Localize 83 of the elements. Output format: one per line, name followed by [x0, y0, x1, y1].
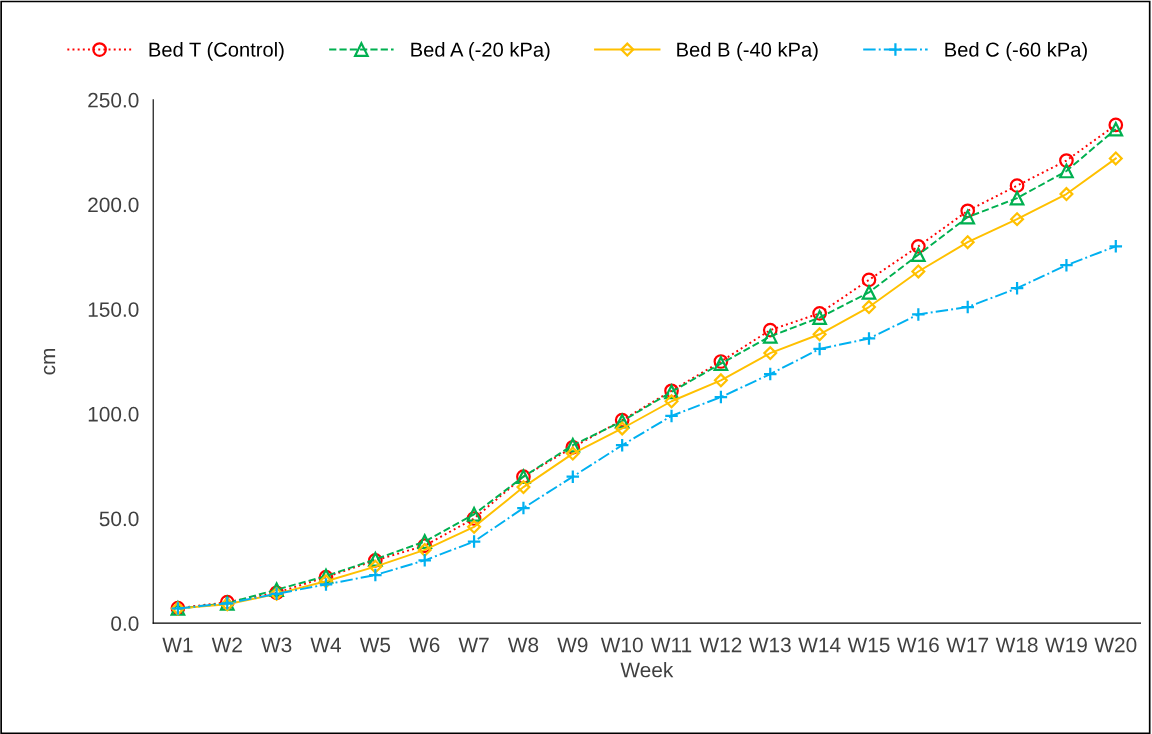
x-tick-label: W12	[699, 637, 742, 653]
x-axis-title: Week	[620, 662, 674, 678]
point	[910, 247, 926, 263]
y-tick-label: 200.0	[88, 197, 139, 213]
x-tick-label: W10	[600, 637, 643, 653]
point	[1009, 280, 1025, 296]
point	[1108, 121, 1124, 137]
point	[762, 366, 778, 382]
point	[417, 553, 433, 568]
point	[466, 506, 482, 522]
point	[1108, 239, 1124, 254]
point	[1059, 153, 1074, 168]
y-tick-label: 0.0	[111, 616, 139, 631]
point	[960, 203, 976, 219]
point	[861, 300, 876, 315]
point	[466, 511, 482, 526]
x-tick-label: W16	[897, 637, 939, 653]
point	[1009, 178, 1025, 194]
point	[812, 310, 827, 325]
x-tick-label: W15	[847, 637, 890, 653]
point	[861, 285, 877, 300]
x-tick-label: W3	[261, 637, 292, 653]
x-tick-label: W2	[211, 637, 242, 653]
point	[713, 373, 728, 388]
point	[960, 235, 975, 250]
y-tick-label: 150.0	[88, 302, 139, 317]
point	[417, 542, 432, 557]
x-tick-label: W17	[946, 637, 989, 653]
point	[1059, 187, 1074, 202]
x-tick-label: W14	[798, 637, 841, 653]
x-tick-label: W18	[995, 637, 1038, 653]
x-tick-label: W19	[1045, 637, 1087, 653]
point	[910, 307, 926, 322]
point	[466, 534, 482, 549]
x-tick-label: W1	[162, 637, 193, 653]
point	[664, 394, 679, 409]
point	[565, 469, 581, 484]
point	[614, 437, 630, 453]
point	[1009, 190, 1025, 206]
y-axis-title: cm	[43, 348, 56, 375]
y-tick-label: 250.0	[88, 92, 139, 108]
x-tick-label: W20	[1094, 637, 1137, 653]
point	[1010, 212, 1025, 227]
point	[1108, 117, 1124, 133]
point	[762, 322, 778, 338]
point	[960, 209, 976, 225]
point	[1108, 151, 1123, 166]
point	[713, 389, 729, 405]
point	[565, 446, 580, 461]
x-tick-label: W7	[458, 637, 489, 653]
point	[467, 519, 482, 534]
point	[812, 341, 827, 357]
point	[516, 480, 531, 495]
point	[911, 264, 926, 279]
point	[1059, 257, 1074, 273]
point	[910, 239, 926, 254]
x-tick-label: W13	[748, 637, 791, 653]
point	[516, 500, 531, 516]
x-tick-label: W9	[557, 637, 588, 653]
point	[368, 559, 383, 574]
legend-label: Bed C (-60 kPa)	[945, 41, 1087, 61]
x-tick-label: W8	[507, 637, 539, 653]
point	[861, 331, 877, 346]
legend-label: Bed B (-40 kPa)	[677, 41, 818, 61]
y-tick-label: 50.0	[99, 511, 139, 527]
point	[762, 329, 778, 344]
point	[1059, 163, 1074, 179]
point	[763, 346, 778, 361]
x-tick-label: W4	[310, 637, 341, 653]
x-tick-label: W5	[359, 637, 391, 653]
legend-label: Bed A (-20 kPa)	[411, 41, 550, 61]
point	[960, 299, 976, 315]
x-tick-label: W11	[650, 637, 692, 653]
point	[861, 272, 877, 288]
legend-label: Bed T (Control)	[149, 41, 284, 61]
point	[367, 567, 383, 583]
point	[417, 534, 433, 549]
point	[812, 327, 827, 342]
point	[812, 305, 827, 321]
x-tick-label: W6	[409, 637, 440, 653]
y-tick-label: 100.0	[88, 406, 139, 422]
point	[615, 421, 630, 436]
point	[664, 408, 679, 424]
